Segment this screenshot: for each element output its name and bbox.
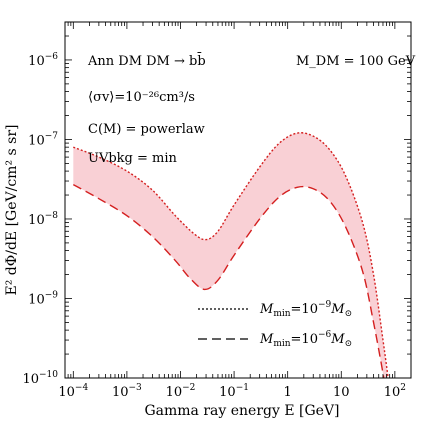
series-line-dashed <box>72 184 385 378</box>
x-tick-label: 10−1 <box>219 383 249 400</box>
y-tick-label: 10−8 <box>28 211 58 228</box>
annotation-line2: ⟨σv⟩=10⁻²⁶cm³/s <box>88 90 195 105</box>
series-line-dotted <box>73 132 389 378</box>
x-tick-label: 102 <box>384 383 406 400</box>
legend-label-dashed: Mmin=10−6M⊙ <box>259 330 352 349</box>
annotation-line4: UVbkg = min <box>88 151 178 166</box>
legend-label-dotted: Mmin=10−9M⊙ <box>259 300 352 319</box>
y-tick-label: 10−6 <box>28 52 58 69</box>
legend: Mmin=10−9M⊙ Mmin=10−6M⊙ <box>198 300 352 349</box>
y-tick-label: 10−10 <box>22 370 58 387</box>
x-tick-label: 10−3 <box>112 383 142 400</box>
x-tick-label: 10 <box>333 385 350 400</box>
x-tick-label: 1 <box>284 385 292 400</box>
series-layer <box>72 132 389 378</box>
x-axis-label: Gamma ray energy E [GeV] <box>144 403 339 419</box>
annotation-line1: Ann DM DM → bb̄ <box>87 52 206 69</box>
y-tick-label: 10−7 <box>28 131 58 148</box>
y-tick-label: 10−9 <box>28 290 58 307</box>
annotation-mass: M_DM = 100 GeV <box>296 54 416 69</box>
uncertainty-band <box>73 132 389 378</box>
plot-frame <box>64 21 412 379</box>
annotation-line3: C(M) = powerlaw <box>88 122 205 137</box>
y-axis-label: E² dΦ/dE [GeV/cm² s sr] <box>4 125 20 296</box>
x-tick-label: 10−4 <box>58 383 88 400</box>
x-tick-label: 10−2 <box>166 383 196 400</box>
tick-layer: 10−4 10−3 10−2 10−1 1 10 102 10−10 10−9 10−8 10−7 1… <box>22 21 412 400</box>
frame-layer <box>64 21 412 379</box>
band-layer <box>73 132 389 378</box>
